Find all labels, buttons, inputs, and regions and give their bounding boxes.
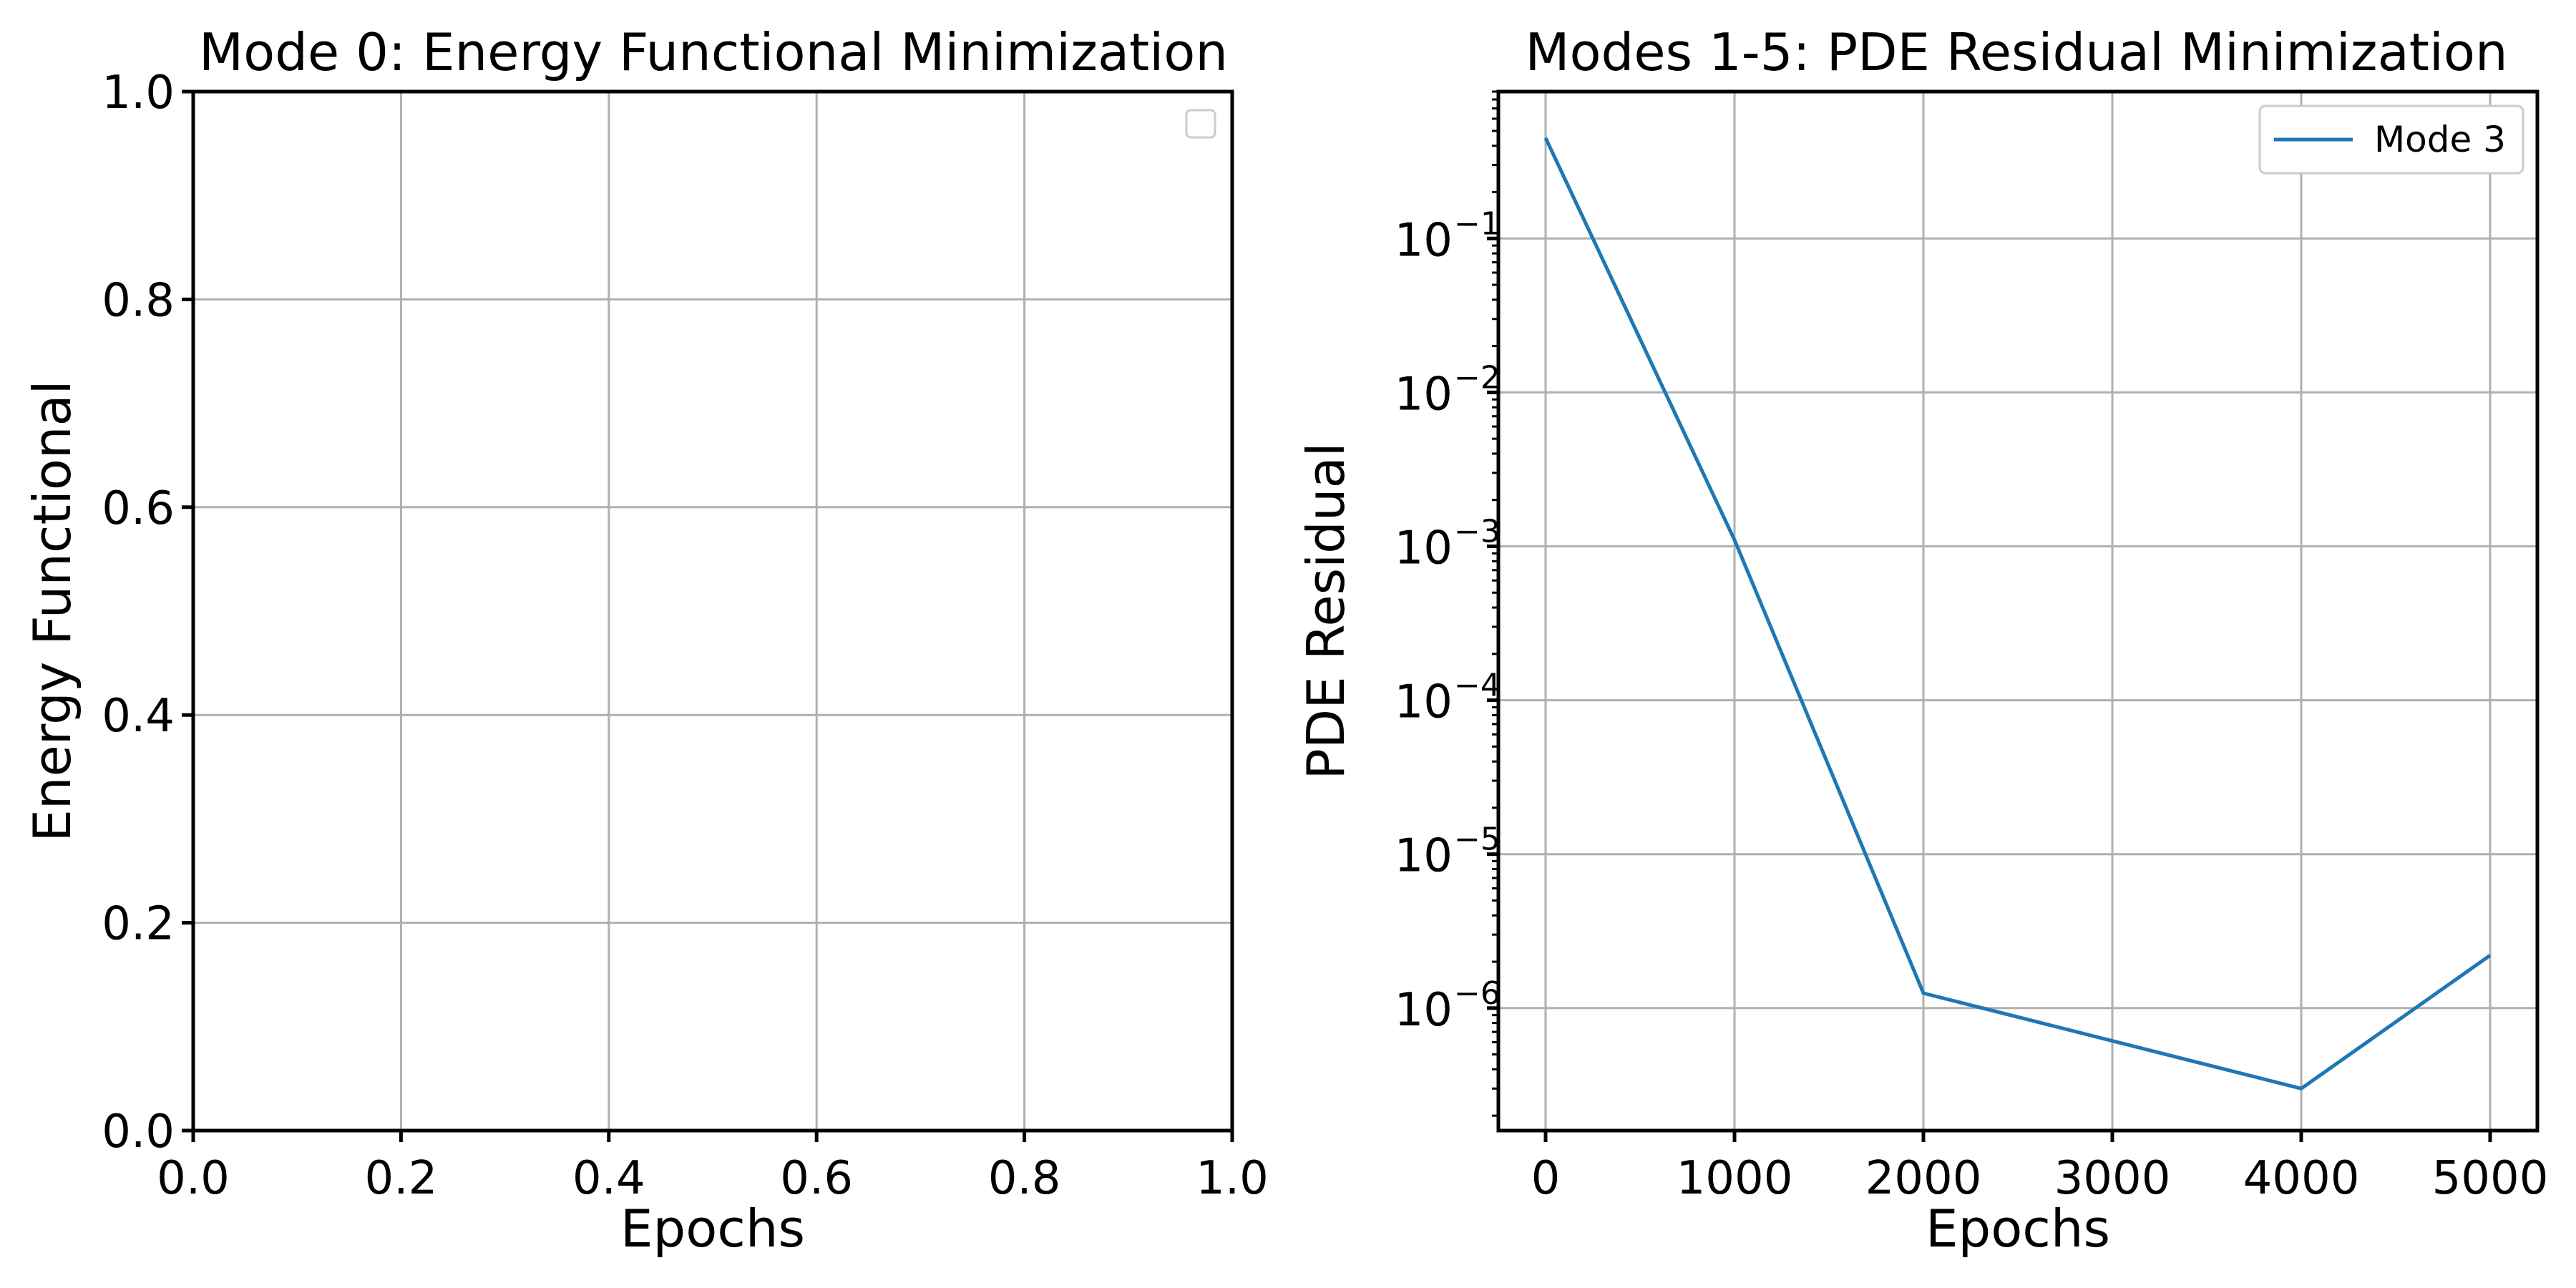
residual-plot-frame <box>1496 89 2540 1133</box>
residual-y-tick-base: 10 <box>1395 368 1453 421</box>
energy-y-axis: 0.0 0.2 0.4 0.6 0.8 1.0 <box>102 67 193 1158</box>
residual-y-tick-exponent: −5 <box>1454 821 1501 858</box>
residual-legend-box <box>2258 104 2524 175</box>
residual-y-tick-exponent: −2 <box>1454 359 1501 396</box>
residual-x-tick-label: 4000 <box>2243 1152 2360 1205</box>
residual-y-tick-label: 10 <box>1395 214 1453 267</box>
residual-y-tick-exponent: −4 <box>1454 668 1501 704</box>
residual-panel: Modes 1-5: PDE Residual Minimization 0 10… <box>1296 22 2548 1259</box>
residual-chart-title: Modes 1-5: PDE Residual Minimization <box>1525 22 2507 82</box>
energy-panel: Mode 0: Energy Functional Minimization 0… <box>22 22 1269 1259</box>
energy-x-tick-label: 0.4 <box>572 1152 645 1205</box>
residual-y-tick-base: 10 <box>1395 676 1453 729</box>
residual-y-axis: 10−110−210−310−410−510−6 <box>1395 205 1501 1037</box>
residual-x-tick-label: 2000 <box>1865 1152 1982 1205</box>
residual-y-tick-base: 10 <box>1395 522 1453 575</box>
residual-y-tick-label: 10 <box>1395 522 1453 575</box>
energy-y-axis-label: Energy Functional <box>22 380 82 841</box>
energy-y-tick-label: 0.6 <box>102 482 175 535</box>
residual-x-tick-label: 0 <box>1531 1152 1561 1205</box>
residual-series <box>1543 137 2492 1091</box>
residual-x-tick-label: 5000 <box>2432 1152 2549 1205</box>
energy-x-axis: 0.0 0.2 0.4 0.6 0.8 1.0 <box>157 1131 1269 1205</box>
energy-y-tick-label: 1.0 <box>102 67 175 119</box>
residual-x-axis-label: Epochs <box>1926 1199 2110 1259</box>
residual-y-tick-label: 10 <box>1395 984 1453 1037</box>
residual-y-tick-label: 10 <box>1395 368 1453 421</box>
energy-legend-box <box>1185 109 1216 139</box>
residual-y-tick-label: 10 <box>1395 830 1453 883</box>
energy-x-tick-label: 0.6 <box>780 1152 853 1205</box>
residual-x-tick-label: 3000 <box>2054 1152 2171 1205</box>
residual-x-tick-label: 1000 <box>1677 1152 1793 1205</box>
energy-x-axis-label: Epochs <box>620 1199 805 1259</box>
energy-y-tick-label: 0.0 <box>102 1106 175 1158</box>
residual-x-axis: 0 1000 2000 3000 4000 5000 <box>1531 1131 2549 1205</box>
residual-y-tick-base: 10 <box>1395 984 1453 1037</box>
residual-y-tick-exponent: −6 <box>1454 975 1501 1012</box>
energy-y-tick-label: 0.8 <box>102 274 175 327</box>
energy-x-tick-label: 1.0 <box>1196 1152 1269 1205</box>
energy-x-tick-label: 0.8 <box>988 1152 1061 1205</box>
mode-3-legend-label: Mode 3 <box>2374 119 2506 160</box>
residual-legend: Mode 3 <box>2258 104 2524 175</box>
energy-y-tick-label: 0.4 <box>102 690 175 743</box>
residual-grid <box>1498 92 2537 1131</box>
energy-x-tick-label: 0.2 <box>365 1152 438 1205</box>
residual-y-tick-exponent: −1 <box>1454 205 1501 242</box>
energy-grid <box>192 90 1234 1132</box>
residual-y-tick-base: 10 <box>1395 214 1453 267</box>
energy-plot-frame <box>191 89 1234 1133</box>
residual-y-tick-exponent: −3 <box>1454 513 1501 550</box>
energy-y-tick-label: 0.2 <box>102 898 175 951</box>
residual-y-tick-base: 10 <box>1395 830 1453 883</box>
residual-y-axis-label: PDE Residual <box>1296 442 1356 779</box>
residual-y-tick-label: 10 <box>1395 676 1453 729</box>
energy-chart-title: Mode 0: Energy Functional Minimization <box>199 22 1228 82</box>
mode-3-line <box>1543 137 2492 1091</box>
energy-x-tick-label: 0.0 <box>157 1152 230 1205</box>
